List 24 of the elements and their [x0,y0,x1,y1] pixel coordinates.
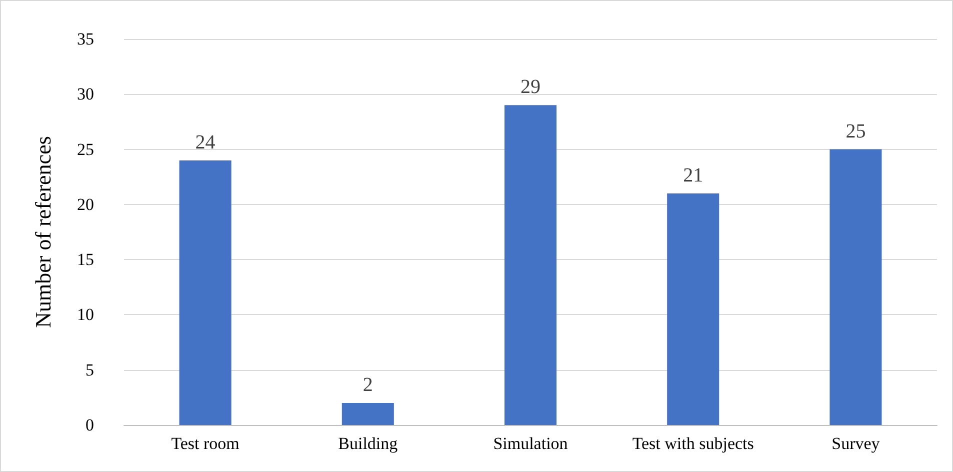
bar [830,149,882,425]
y-tick-label: 0 [86,416,94,434]
data-label: 21 [683,164,704,186]
data-label: 25 [846,120,866,142]
data-label: 29 [520,76,540,98]
y-axis-title: Number of references [30,136,56,328]
y-tick-label: 25 [77,140,94,159]
y-tick-label: 10 [77,305,94,324]
x-tick-label: Building [338,434,398,453]
bar [342,402,394,425]
y-tick-label: 15 [77,250,94,270]
x-tick-label: Test room [171,434,240,453]
x-tick-label: Simulation [493,434,568,453]
data-label: 24 [195,131,216,154]
y-tick-label: 30 [77,84,94,104]
x-tick-label: Survey [832,434,880,453]
x-tick-label: Test with subjects [632,434,754,453]
y-tick-label: 20 [77,194,94,214]
bar [504,105,557,425]
y-tick-label: 5 [86,360,94,380]
bar [667,193,720,425]
bar [179,160,232,425]
data-label: 2 [362,374,373,396]
y-tick-label: 35 [77,30,94,48]
